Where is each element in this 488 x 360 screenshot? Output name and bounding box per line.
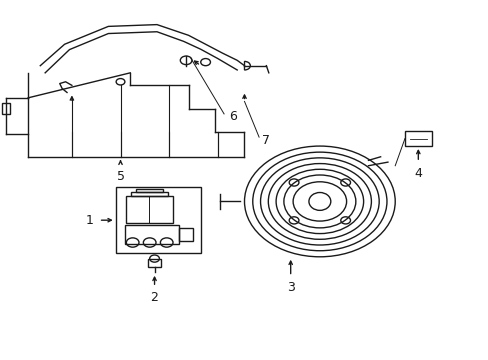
Text: 7: 7 [261,134,269,147]
Text: 1: 1 [86,214,94,227]
Text: 6: 6 [228,110,236,123]
Bar [131,192,167,196]
Bar [125,225,179,244]
Bar [126,196,172,223]
Bar [2,103,10,114]
Bar [179,228,193,242]
Text: 4: 4 [413,167,422,180]
Bar [404,131,431,146]
Bar [147,258,161,267]
Bar [136,189,163,192]
Text: 5: 5 [116,170,124,183]
Text: 3: 3 [286,281,294,294]
Text: 2: 2 [150,292,158,305]
Bar [116,187,201,253]
